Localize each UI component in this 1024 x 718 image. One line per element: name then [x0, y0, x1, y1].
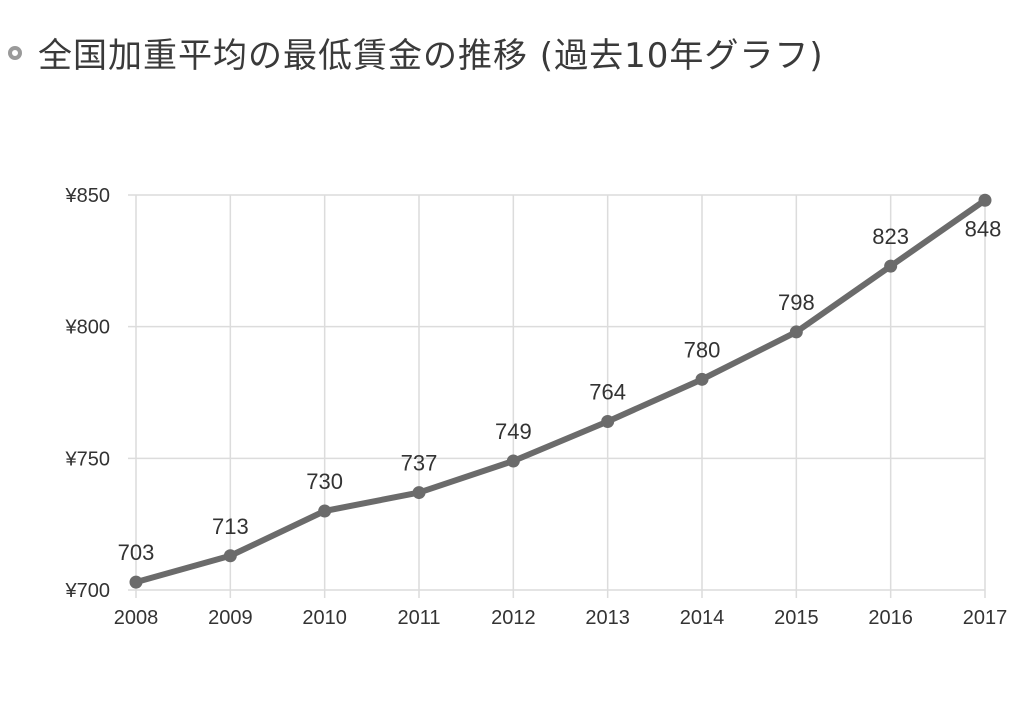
x-tick-label: 2014: [680, 607, 725, 629]
data-points: [129, 193, 992, 589]
data-point: [412, 486, 426, 500]
data-label: 737: [401, 451, 438, 476]
chart-grid: [128, 194, 986, 598]
x-tick-label: 2010: [302, 607, 347, 629]
data-label: 764: [589, 379, 626, 404]
data-point: [789, 325, 803, 339]
x-tick-label: 2016: [868, 607, 913, 629]
x-tick-label: 2011: [397, 607, 440, 629]
y-tick-label: ¥700: [65, 580, 111, 602]
data-labels: 703 713 730 737 749 764 780 798 823 848: [118, 216, 1002, 565]
y-axis-ticks: ¥700 ¥750 ¥800 ¥850: [65, 185, 111, 602]
data-label: 713: [212, 514, 249, 539]
y-tick-label: ¥800: [65, 317, 111, 339]
x-tick-label: 2012: [491, 607, 536, 629]
y-tick-label: ¥750: [65, 448, 111, 470]
y-tick-label: ¥850: [65, 185, 111, 207]
x-tick-label: 2017: [963, 607, 1008, 629]
circle-bullet-icon: [8, 45, 22, 60]
data-point: [601, 414, 615, 428]
data-label: 703: [118, 540, 155, 565]
data-label: 730: [306, 469, 343, 494]
data-point: [695, 372, 709, 386]
data-label: 780: [684, 337, 721, 362]
series-line: [133, 197, 988, 586]
data-label: 798: [778, 290, 815, 315]
data-label: 749: [495, 419, 532, 444]
x-tick-label: 2015: [774, 607, 819, 629]
chart-header: 全国加重平均の最低賃金の推移 (過去10年グラフ): [8, 28, 824, 77]
data-point: [223, 549, 237, 563]
data-point: [506, 454, 520, 468]
x-tick-label: 2008: [114, 607, 159, 629]
chart-title: 全国加重平均の最低賃金の推移 (過去10年グラフ): [38, 36, 824, 76]
data-point: [978, 193, 992, 207]
data-label: 848: [965, 216, 1002, 241]
series-group: [133, 197, 988, 586]
x-axis-ticks: 2008 2009 2010 2011 2012 2013 2014 2015 2016 2017: [114, 607, 1008, 629]
x-tick-label: 2013: [585, 607, 630, 629]
data-label: 823: [872, 224, 909, 249]
x-tick-label: 2009: [208, 607, 253, 629]
data-point: [318, 504, 332, 518]
data-point: [129, 575, 143, 589]
data-point: [884, 259, 898, 273]
